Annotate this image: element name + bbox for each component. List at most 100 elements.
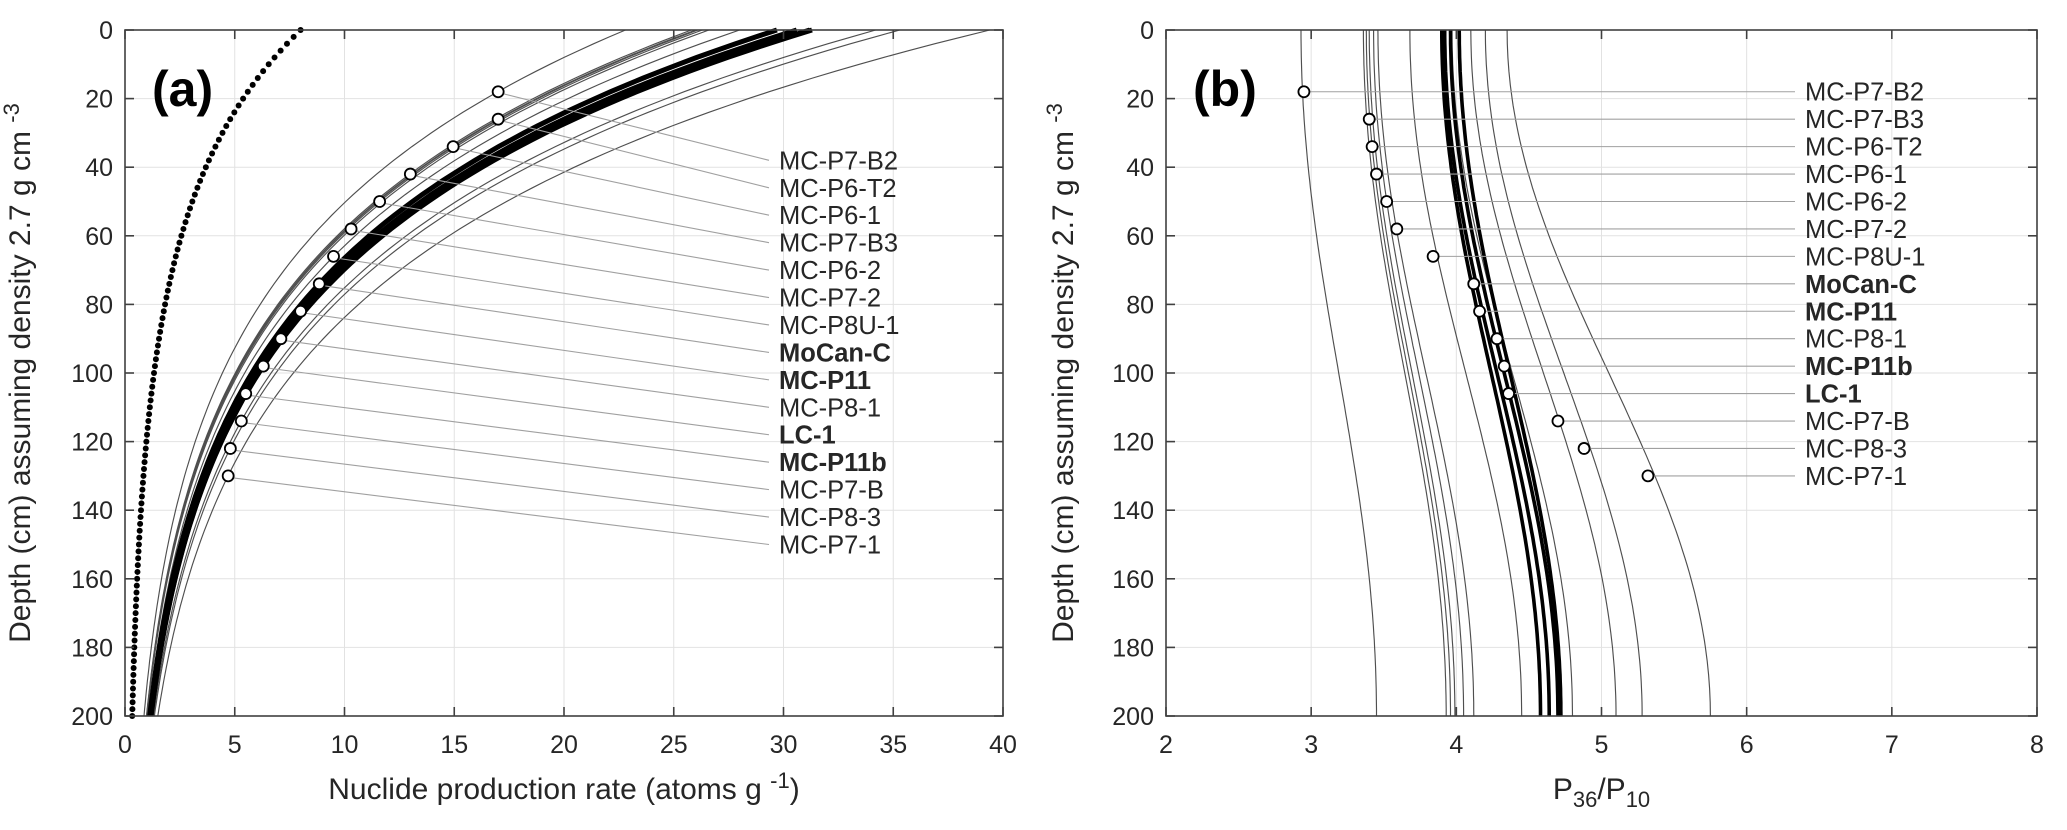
reference-curve-marker (265, 61, 272, 68)
sample-point-MC-P7-B2 (1297, 85, 1311, 99)
sample-point-MC-P6-T2 (1365, 140, 1379, 154)
y-tick-label-40: 40 (1126, 154, 1154, 182)
sample-point-MC-P6-1 (1370, 167, 1383, 181)
reference-curve-marker (283, 40, 290, 47)
sample-label-MC-P7-B2: MC-P7-B2 (1805, 79, 1924, 107)
sample-label-MC-P8-3: MC-P8-3 (1805, 435, 1907, 463)
sample-point-MC-P6-1 (446, 140, 460, 154)
profile-curve-MC-P6-2 (1373, 30, 1465, 716)
reference-curve-marker (143, 438, 150, 445)
reference-curve-marker (130, 671, 137, 678)
profile-curve-MC-P7-B (152, 29, 876, 717)
x-tick-label-15: 15 (440, 731, 468, 759)
sample-label-MC-P7-B: MC-P7-B (779, 477, 884, 505)
sample-point-MC-P11b (1497, 359, 1511, 373)
profile-curve-MC-P7-1 (157, 29, 990, 717)
x-tick-label-5: 5 (1595, 731, 1609, 759)
panel-a: MC-P7-B2MC-P6-T2MC-P6-1MC-P7-B3MC-P6-2MC… (0, 17, 1017, 806)
reference-curve-marker (209, 150, 216, 157)
reference-curve-marker (156, 335, 163, 342)
leader-line-MC-P7-B3 (415, 175, 770, 244)
profile-curve-MC-P8U-1 (1409, 30, 1523, 717)
reference-curve-marker (133, 589, 140, 596)
x-tick-label-35: 35 (879, 731, 907, 759)
reference-curve-marker (158, 321, 165, 328)
leader-line-MC-P8U-1 (338, 257, 770, 326)
sample-label-MC-P8U-1: MC-P8U-1 (779, 312, 899, 340)
reference-curve-marker (137, 514, 144, 521)
x-tick-label-20: 20 (550, 731, 578, 759)
reference-curve-marker (132, 603, 139, 610)
x-tick-label-7: 7 (1885, 731, 1899, 759)
y-axis-title-a: Depth (cm) assuming density 2.7 g cm -3 (0, 103, 37, 643)
reference-curve-marker (219, 129, 226, 136)
sample-label-MC-P6-1: MC-P6-1 (779, 202, 881, 230)
y-tick-label-40: 40 (85, 154, 113, 182)
y-tick-label-140: 140 (1112, 497, 1154, 525)
reference-curve-marker (152, 356, 159, 363)
leader-line-MC-P7-2 (355, 230, 770, 299)
y-tick-label-100: 100 (71, 360, 113, 388)
reference-curve-marker (178, 232, 185, 239)
reference-curve-marker (135, 541, 142, 548)
reference-curve-marker (135, 548, 142, 555)
sample-point-MC-P7-B3 (1362, 112, 1376, 126)
sample-label-MC-P8-3: MC-P8-3 (779, 504, 881, 532)
reference-curve-marker (235, 102, 242, 109)
reference-curve-marker (191, 191, 198, 198)
reference-curve-marker (146, 404, 153, 411)
reference-curve-marker (184, 212, 191, 219)
sample-label-MC-P7-1: MC-P7-1 (779, 532, 881, 560)
reference-curve-marker (157, 328, 164, 335)
reference-curve-marker (139, 479, 146, 486)
reference-curve-marker (249, 81, 256, 88)
x-tick-label-30: 30 (770, 731, 798, 759)
profile-curve-MC-P7-2 (146, 29, 710, 717)
reference-curve-marker (154, 342, 161, 349)
reference-curve-marker (277, 47, 284, 54)
sample-label-MC-P7-2: MC-P7-2 (1805, 216, 1907, 244)
y-axis-title-b: Depth (cm) assuming density 2.7 g cm -3 (1042, 103, 1080, 643)
reference-curve-marker (197, 177, 204, 184)
x-tick-label-6: 6 (1740, 731, 1754, 759)
sample-labels-a: MC-P7-B2MC-P6-T2MC-P6-1MC-P7-B3MC-P6-2MC… (779, 147, 899, 559)
profile-curve-MC-P11b (1457, 29, 1563, 717)
sample-label-MC-P7-B3: MC-P7-B3 (1805, 106, 1924, 134)
reference-curve-marker (164, 287, 171, 294)
reference-curve-marker (199, 171, 206, 178)
reference-curve-marker (132, 616, 139, 623)
sample-point-MC-P11 (1473, 304, 1486, 318)
reference-curve-marker (212, 143, 219, 150)
reference-curve-marker (129, 685, 136, 692)
sample-label-MC-P11: MC-P11 (779, 367, 871, 395)
reference-curve-marker (254, 75, 261, 82)
leader-line-MC-P7-B2 (503, 93, 770, 161)
reference-curve-marker (240, 95, 247, 102)
y-tick-label-20: 20 (85, 86, 113, 114)
x-tick-label-10: 10 (331, 731, 359, 759)
reference-curve-marker (180, 225, 187, 232)
reference-curve-marker (134, 562, 141, 569)
leader-line-MC-P7-B (246, 422, 770, 491)
x-tick-label-3: 3 (1304, 731, 1318, 759)
x-tick-label-2: 2 (1159, 731, 1173, 759)
profile-curve-MC-P8-3 (153, 29, 900, 717)
y-tick-label-140: 140 (71, 497, 113, 525)
x-tick-label-5: 5 (228, 731, 242, 759)
sample-point-MC-P7-1 (221, 469, 235, 483)
sample-label-LC-1: LC-1 (779, 422, 836, 450)
reference-curve-marker (171, 260, 178, 267)
sample-point-MC-P7-B (1551, 414, 1565, 428)
reference-curve-marker (134, 575, 141, 582)
y-tick-label-180: 180 (1112, 634, 1154, 662)
y-tick-label-200: 200 (71, 703, 113, 731)
reference-curve-marker (227, 116, 234, 123)
reference-curve-marker (159, 315, 166, 322)
x-tick-label-8: 8 (2030, 731, 2044, 759)
panel-b: MC-P7-B2MC-P7-B3MC-P6-T2MC-P6-1MC-P6-2MC… (1042, 17, 2044, 812)
sample-label-MC-P11b: MC-P11b (1805, 353, 1913, 381)
gridlines-b (1166, 30, 2037, 716)
reference-curve-marker (260, 68, 267, 75)
profile-curve-MC-P11 (1442, 30, 1551, 716)
sample-point-MC-P7-2 (344, 222, 358, 236)
